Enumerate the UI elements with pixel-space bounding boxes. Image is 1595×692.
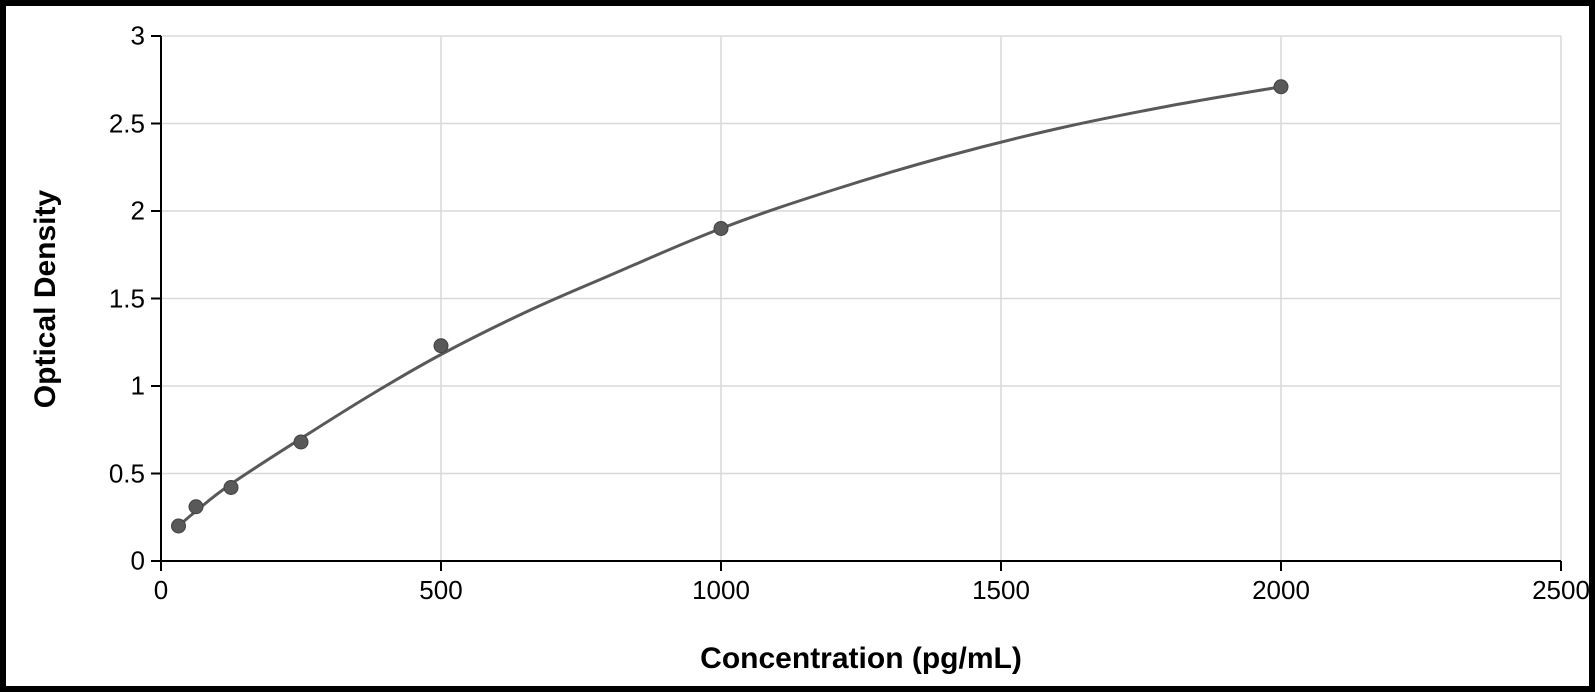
data-point [224, 481, 238, 495]
y-axis-title: Optical Density [29, 189, 63, 407]
x-tick-label: 1000 [692, 575, 750, 606]
y-tick-label: 1 [131, 371, 145, 402]
chart-plot-area [6, 6, 1589, 686]
x-tick-label: 1500 [972, 575, 1030, 606]
y-tick-label: 0 [131, 546, 145, 577]
x-tick-label: 500 [419, 575, 462, 606]
y-tick-label: 2 [131, 196, 145, 227]
data-point [172, 519, 186, 533]
x-tick-label: 0 [154, 575, 168, 606]
y-tick-label: 1.5 [109, 283, 145, 314]
x-tick-label: 2500 [1532, 575, 1590, 606]
data-point [1274, 80, 1288, 94]
data-point [434, 339, 448, 353]
y-tick-label: 2.5 [109, 108, 145, 139]
x-axis-title: Concentration (pg/mL) [700, 642, 1022, 676]
chart-frame: Optical Density Concentration (pg/mL) 00… [0, 0, 1595, 692]
y-tick-label: 0.5 [109, 458, 145, 489]
x-tick-label: 2000 [1252, 575, 1310, 606]
data-point [294, 435, 308, 449]
data-point [189, 500, 203, 514]
data-point [714, 222, 728, 236]
y-tick-label: 3 [131, 21, 145, 52]
